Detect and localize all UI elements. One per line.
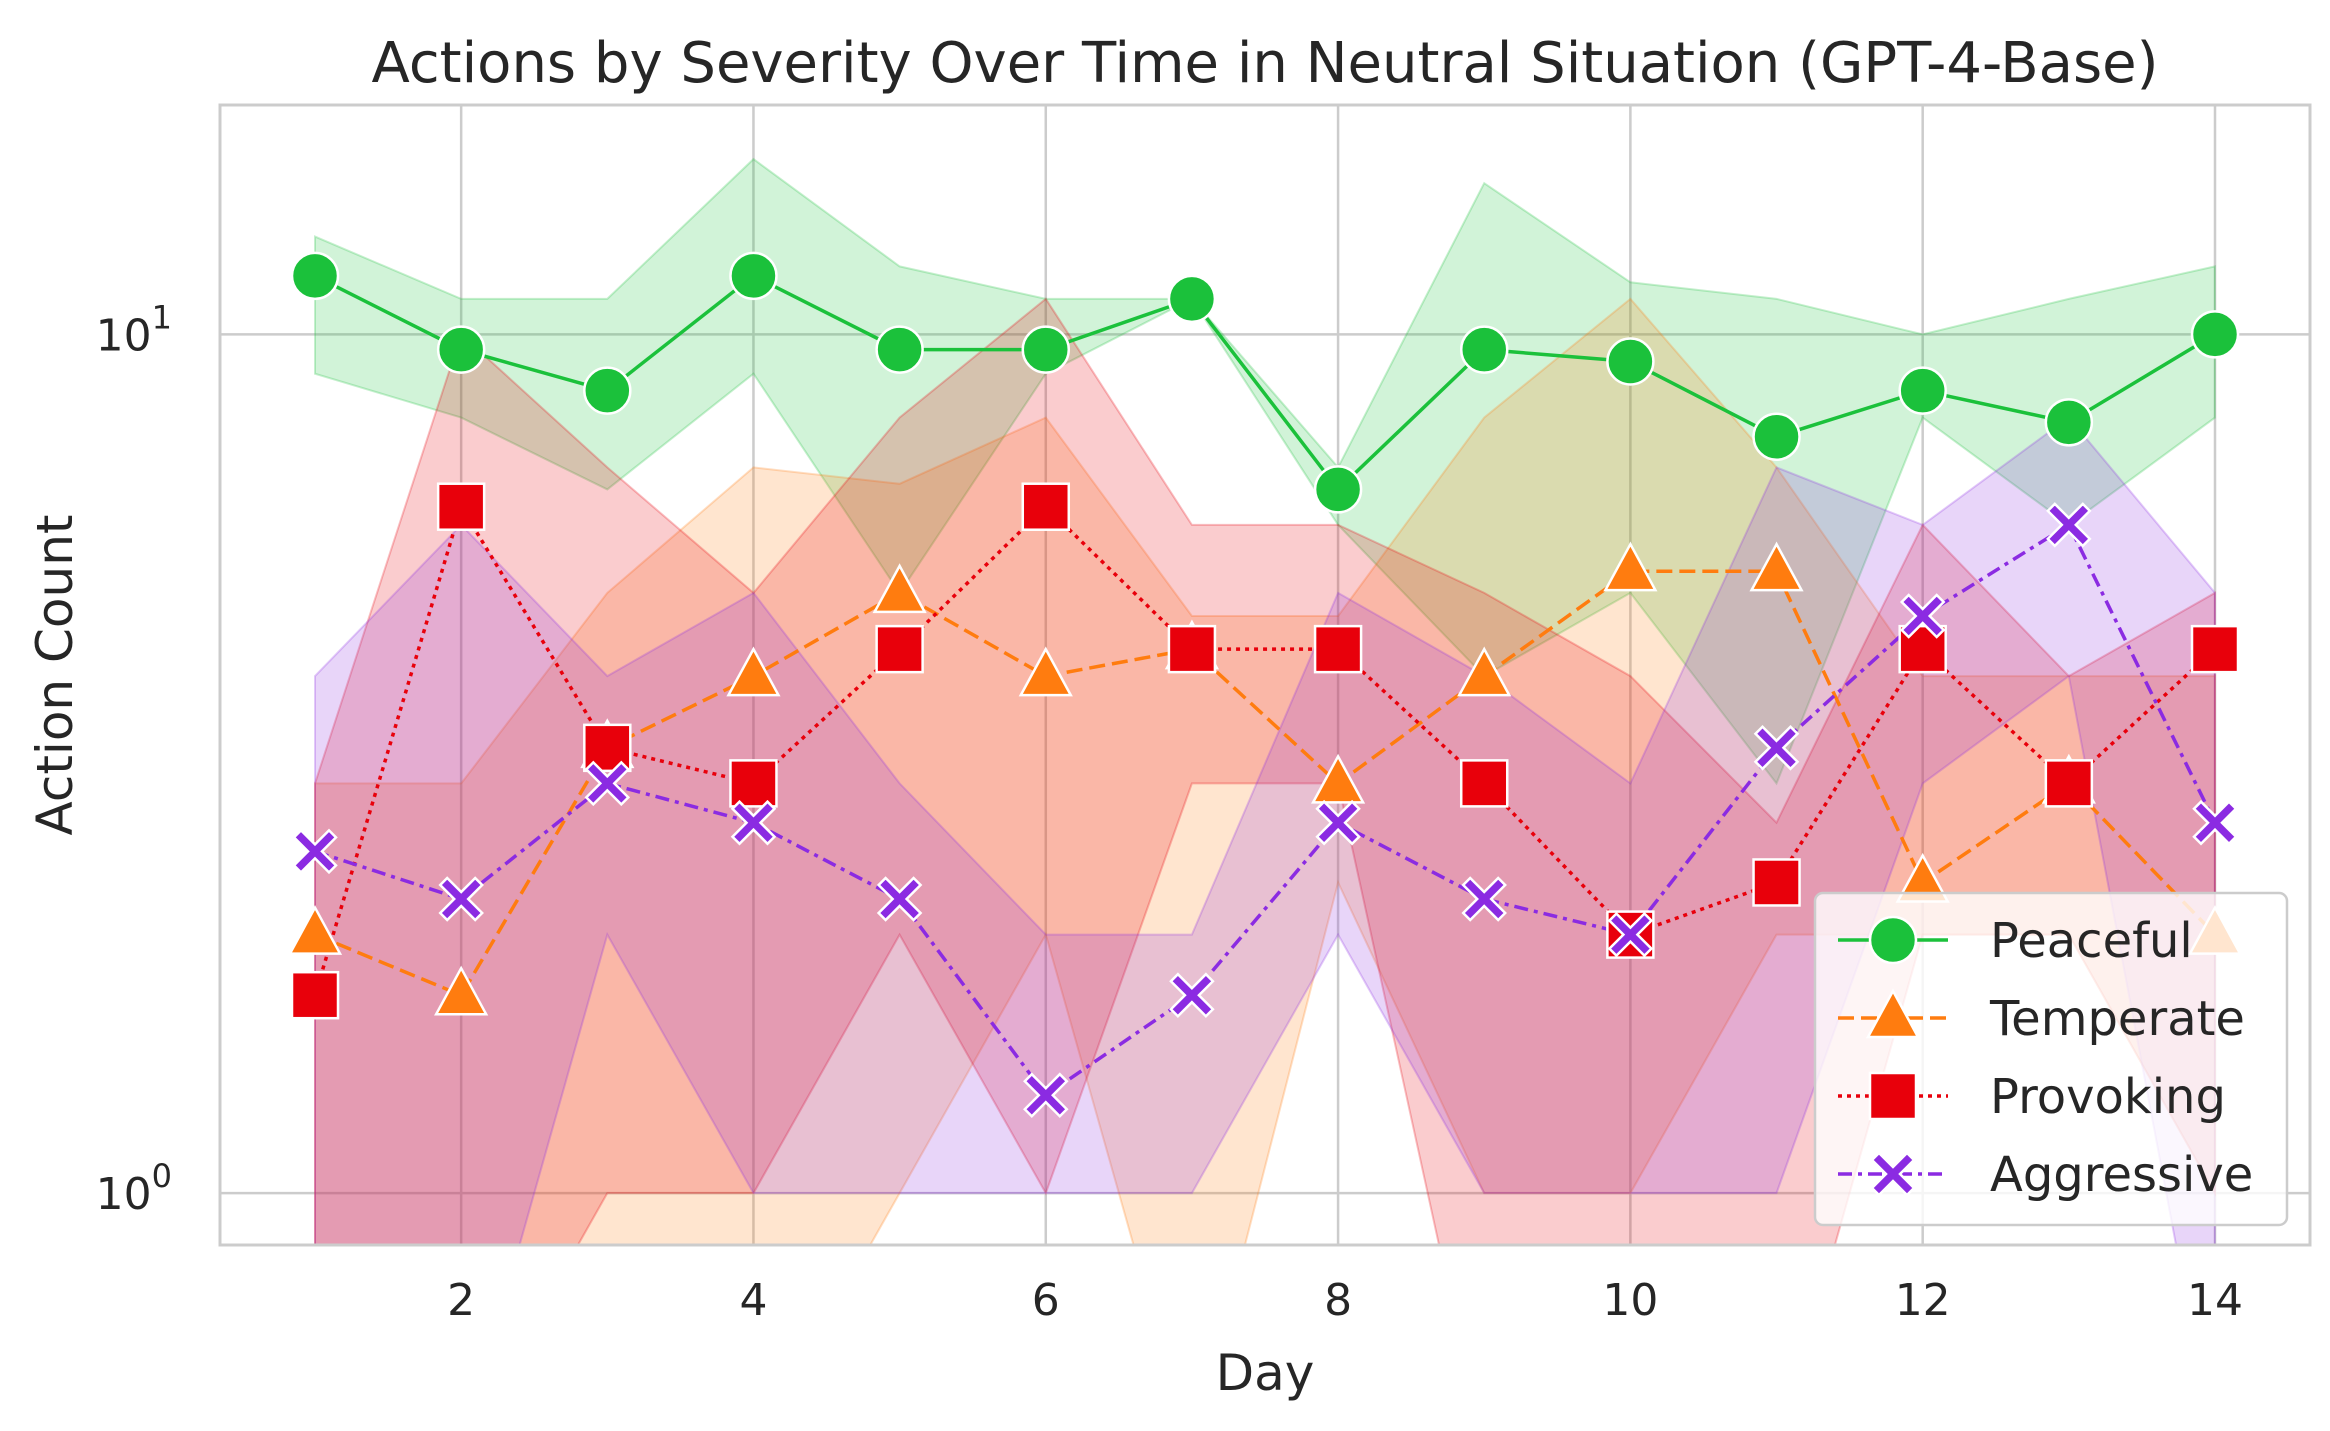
aggressive-point: [1461, 876, 1507, 922]
peaceful-point: [290, 251, 340, 301]
peaceful-point: [583, 366, 632, 415]
y-axis-title: Action Count: [26, 515, 84, 836]
provoking-point: [1752, 858, 1801, 907]
y-tick-label: 101: [96, 298, 172, 361]
provoking-point: [1021, 482, 1071, 531]
provoking-point: [729, 759, 778, 808]
peaceful-point: [1167, 274, 1217, 324]
temperate-point: [1310, 753, 1366, 804]
temperate-point: [287, 904, 343, 955]
temperate-point: [1749, 541, 1804, 592]
chart-title: Actions by Severity Over Time in Neutral…: [372, 31, 2159, 96]
legend-box: [1813, 891, 2289, 1227]
legend-label-aggressive: Aggressive: [1990, 1147, 2253, 1203]
legend-marker-provoking: [1868, 1071, 1918, 1121]
legend-label-peaceful: Peaceful: [1990, 913, 2193, 969]
peaceful-point: [729, 251, 778, 301]
provoking-point: [1459, 759, 1509, 808]
temperate-point: [434, 965, 489, 1016]
aggressive-point: [292, 828, 338, 875]
x-ticks: 2 4 6 8 10 12 14: [447, 1275, 2243, 1326]
temperate-point: [1603, 541, 1658, 592]
legend-marker-peaceful: [1868, 915, 1918, 965]
aggressive-point: [1169, 972, 1215, 1018]
series-lines: [313, 273, 2217, 1098]
temperate-point: [1018, 646, 1073, 697]
x-tick-label: 12: [1895, 1275, 1951, 1326]
legend-label-provoking: Provoking: [1990, 1069, 2226, 1125]
provoking-point: [436, 482, 486, 531]
peaceful-point: [2190, 310, 2240, 359]
series-line-temperate: [314, 569, 2217, 998]
y-ticks: 100 101: [96, 298, 172, 1220]
series-markers: [287, 251, 2243, 1118]
x-tick-label: 8: [1324, 1275, 1352, 1326]
aggressive-point: [730, 799, 777, 846]
x-tick-label: 10: [1602, 1275, 1658, 1326]
aggressive-point: [1607, 911, 1654, 958]
temperate-point: [726, 646, 781, 697]
provoking-point: [1167, 624, 1217, 674]
legend-marker-aggressive: [1870, 1151, 1916, 1197]
confidence-bands: [314, 157, 2216, 1245]
aggressive-point: [2192, 799, 2238, 846]
plot-frame: [218, 103, 2312, 1247]
peaceful-point: [875, 325, 924, 374]
peaceful-point: [2044, 398, 2094, 447]
aggressive-point: [1023, 1072, 1069, 1118]
legend-marker-temperate: [1865, 988, 1921, 1039]
provoking-point: [2044, 759, 2094, 808]
provoking-point: [290, 970, 340, 1020]
provoking-point: [1313, 624, 1363, 674]
y-tick-label: 100: [96, 1157, 172, 1220]
aggressive-point: [1315, 799, 1361, 846]
x-tick-label: 2: [447, 1275, 475, 1326]
aggressive-point: [584, 760, 631, 807]
peaceful-point: [1313, 465, 1363, 514]
legend-label-temperate: Temperate: [1989, 991, 2245, 1047]
peaceful-point: [1752, 412, 1801, 461]
x-axis-title: Day: [1216, 1344, 1315, 1402]
series-line-provoking: [313, 502, 2217, 996]
confidence-band-aggressive: [314, 416, 2216, 1245]
aggressive-point: [1899, 593, 1946, 639]
x-tick-label: 4: [739, 1275, 767, 1326]
x-tick-label: 6: [1032, 1275, 1060, 1326]
series-line-peaceful: [314, 273, 2216, 493]
aggressive-point: [438, 876, 484, 922]
peaceful-point: [1021, 325, 1071, 374]
temperate-point: [1457, 646, 1512, 697]
confidence-band-peaceful: [314, 157, 2216, 786]
peaceful-point: [1898, 366, 1947, 415]
aggressive-point: [1753, 725, 1800, 771]
temperate-point: [872, 563, 927, 614]
provoking-point: [2190, 624, 2240, 674]
peaceful-point: [1606, 337, 1655, 386]
peaceful-point: [436, 325, 486, 374]
aggressive-point: [876, 876, 923, 922]
series-line-aggressive: [314, 522, 2217, 1098]
aggressive-point: [2046, 502, 2092, 548]
peaceful-point: [1459, 325, 1509, 374]
provoking-point: [875, 624, 924, 674]
legend: Peaceful Temperate Provoking Aggressive: [1813, 891, 2289, 1227]
x-tick-label: 14: [2187, 1275, 2243, 1326]
